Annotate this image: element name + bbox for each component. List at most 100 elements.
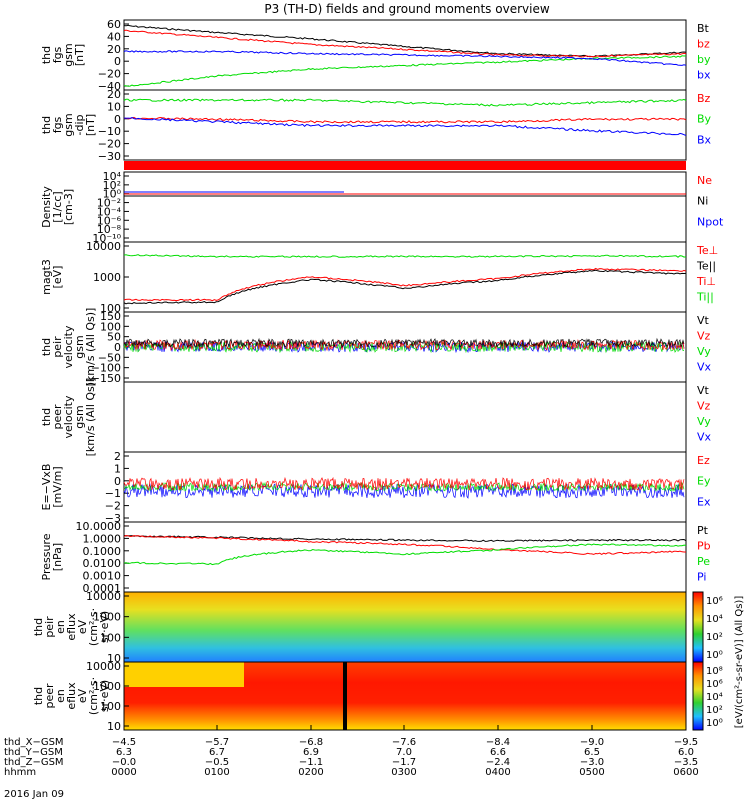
x-tick-label: 7.0: [396, 747, 412, 758]
x-tick-label: 6.5: [584, 747, 600, 758]
y-tick-label: −20: [98, 68, 121, 81]
quality-flag-bar: [124, 161, 686, 170]
series-By: [123, 98, 687, 107]
series-Bx: [123, 117, 687, 136]
series-by: [123, 55, 687, 87]
y-tick-label: 0: [114, 113, 121, 126]
colorbar-tick: 10⁶: [706, 596, 723, 607]
series-Ez: [123, 476, 685, 491]
x-tick-label: −7.6: [392, 737, 416, 748]
y-axis-label: velocity: [62, 325, 75, 368]
y-tick-label: −20: [98, 138, 121, 151]
y-axis-label: (cm²·s·: [87, 608, 100, 646]
y-tick-label: 10⁻¹⁰: [92, 232, 121, 245]
y-tick-label: −100: [91, 362, 121, 375]
y-axis-label: Pressure: [40, 533, 53, 580]
legend-Te⊥: Te⊥: [696, 244, 718, 257]
panel-frame: [123, 661, 687, 731]
y-tick-label: 20: [107, 43, 121, 56]
x-tick-label: 6.0: [678, 747, 694, 758]
x-tick-label: −0.5: [205, 757, 229, 768]
x-tick-label: −9.5: [674, 737, 698, 748]
legend-Vt: Vt: [697, 314, 710, 327]
y-tick-label: −30: [98, 150, 121, 163]
panel-frame: [123, 19, 687, 91]
y-axis-label: (cm²·s·: [87, 677, 100, 715]
legend-Pt: Pt: [697, 524, 709, 537]
x-tick-label: 0000: [111, 767, 136, 778]
y-tick-label: −50: [98, 351, 121, 364]
y-tick-label: 20: [107, 88, 121, 101]
legend-Vy: Vy: [697, 345, 711, 358]
panel-temp: 10000 1000 100 magt3[eV] Te⊥ Te|| Ti⊥ Ti||: [40, 240, 718, 315]
x-row-label: thd_Y−GSM: [4, 747, 63, 758]
spectrogram-ion_spec: [124, 592, 686, 662]
legend-By: By: [697, 113, 712, 126]
series-bz: [123, 29, 687, 58]
legend-Bt: Bt: [697, 22, 710, 35]
series-Pe: [123, 543, 687, 566]
legend-Vz: Vz: [697, 330, 711, 343]
chart-title: P3 (TH-D) fields and ground moments over…: [264, 2, 549, 16]
y-tick-label: 60: [107, 18, 121, 31]
x-tick-label: −3.0: [580, 757, 604, 768]
legend-Ex: Ex: [697, 495, 711, 508]
y-tick-label: 10.0000: [76, 520, 122, 533]
panel-frame: [123, 241, 687, 313]
legend-Ey: Ey: [697, 475, 711, 488]
y-axis-label: [km/s (All Qs)]: [84, 378, 97, 457]
y-axis-label: thd: [40, 338, 53, 356]
legend-bx: bx: [697, 69, 711, 82]
y-tick-label: 100: [100, 302, 121, 315]
legend-Vx: Vx: [697, 431, 712, 444]
y-tick-label: 10000: [86, 660, 121, 673]
series-Bz: [124, 116, 687, 124]
x-tick-label: 0200: [298, 767, 323, 778]
colorbar-tick: 10²: [706, 705, 723, 716]
y-axis-label: eV: [76, 688, 89, 703]
x-tick-label: −1.1: [299, 757, 323, 768]
panel-ion_spec: 10000 1000 100 10 thdpeirenefluxeV(cm²·s·sr·…: [32, 590, 687, 665]
series-Vt: [123, 337, 685, 349]
y-tick-label: 10⁻²: [97, 197, 121, 210]
x-tick-label: −5.7: [205, 737, 229, 748]
series-Pb: [123, 534, 686, 555]
colorbar-tick: 10⁰: [706, 650, 723, 661]
legend-Ni: Ni: [697, 195, 708, 208]
y-axis-label: magt3: [40, 259, 53, 295]
y-axis-label: thd: [40, 408, 53, 426]
y-axis-label: eflux: [65, 682, 78, 710]
x-tick-label: −4.5: [112, 737, 136, 748]
series-Te⊥: [123, 267, 687, 302]
legend-Ti||: Ti||: [696, 291, 714, 304]
y-axis-label: thd: [32, 618, 45, 636]
panel-efield: 210−1−2−3 E=−VxB[mV/m] Ez Ey Ex: [40, 450, 711, 525]
y-axis-label: peir: [43, 616, 56, 638]
y-axis-label: E=−VxB: [40, 464, 53, 511]
colorbar-tick: 10⁸: [706, 666, 723, 677]
x-tick-label: −8.4: [486, 737, 510, 748]
x-row-label: thd_X−GSM: [4, 737, 64, 748]
y-tick-label: 1000: [93, 680, 121, 693]
legend-Bx: Bx: [697, 133, 712, 146]
y-axis-label: sr·eV): [98, 680, 111, 712]
legend-Ne: Ne: [697, 174, 712, 187]
y-axis-label: sr·eV): [98, 611, 111, 643]
x-tick-label: −6.8: [299, 737, 323, 748]
legend-by: by: [697, 53, 711, 66]
y-tick-label: 100: [100, 700, 121, 713]
y-axis-label: velocity: [62, 395, 75, 438]
y-tick-label: 10: [107, 652, 121, 665]
x-row-label: thd_Z−GSM: [4, 757, 64, 768]
y-tick-label: 1: [114, 462, 121, 475]
y-tick-label: 1000: [93, 611, 121, 624]
x-tick-label: −3.5: [674, 757, 698, 768]
colorbar-elec: [692, 661, 704, 731]
legend-Te||: Te||: [696, 260, 716, 273]
y-axis-label: [km/s (All Qs)]: [84, 308, 97, 387]
x-tick-label: 6.6: [490, 747, 506, 758]
